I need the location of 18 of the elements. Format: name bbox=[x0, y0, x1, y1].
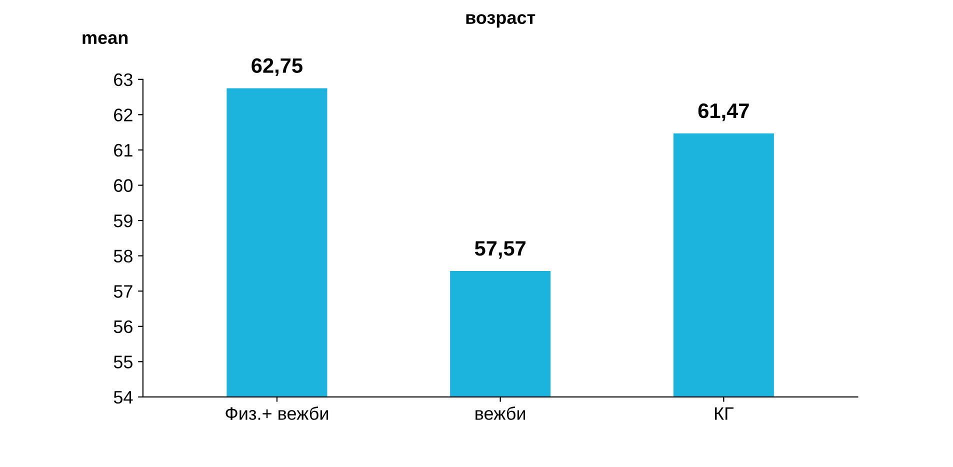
chart-title: возраст bbox=[466, 14, 536, 28]
x-tick-label: вежби bbox=[476, 406, 526, 420]
data-label: 61,47 bbox=[698, 103, 749, 122]
data-label: 57,57 bbox=[474, 241, 526, 259]
y-tick-label: 61 bbox=[114, 144, 132, 157]
y-tick-label: 63 bbox=[114, 73, 132, 86]
y-tick-label: 58 bbox=[114, 250, 132, 263]
y-tick-label: 54 bbox=[114, 391, 133, 404]
y-tick-label: 56 bbox=[114, 320, 132, 334]
data-label: 62,75 bbox=[252, 58, 302, 76]
x-tick-label: КГ bbox=[715, 407, 734, 420]
x-tick-label: Физ.+ вежби bbox=[226, 406, 328, 420]
y-tick-label: 60 bbox=[114, 179, 133, 192]
y-tick-label: 57 bbox=[114, 285, 132, 298]
y-tick-label: 62 bbox=[114, 108, 132, 122]
y-tick-label: 59 bbox=[114, 214, 132, 228]
y-tick-label: 55 bbox=[114, 356, 132, 368]
y-axis-title: mean bbox=[82, 34, 128, 44]
